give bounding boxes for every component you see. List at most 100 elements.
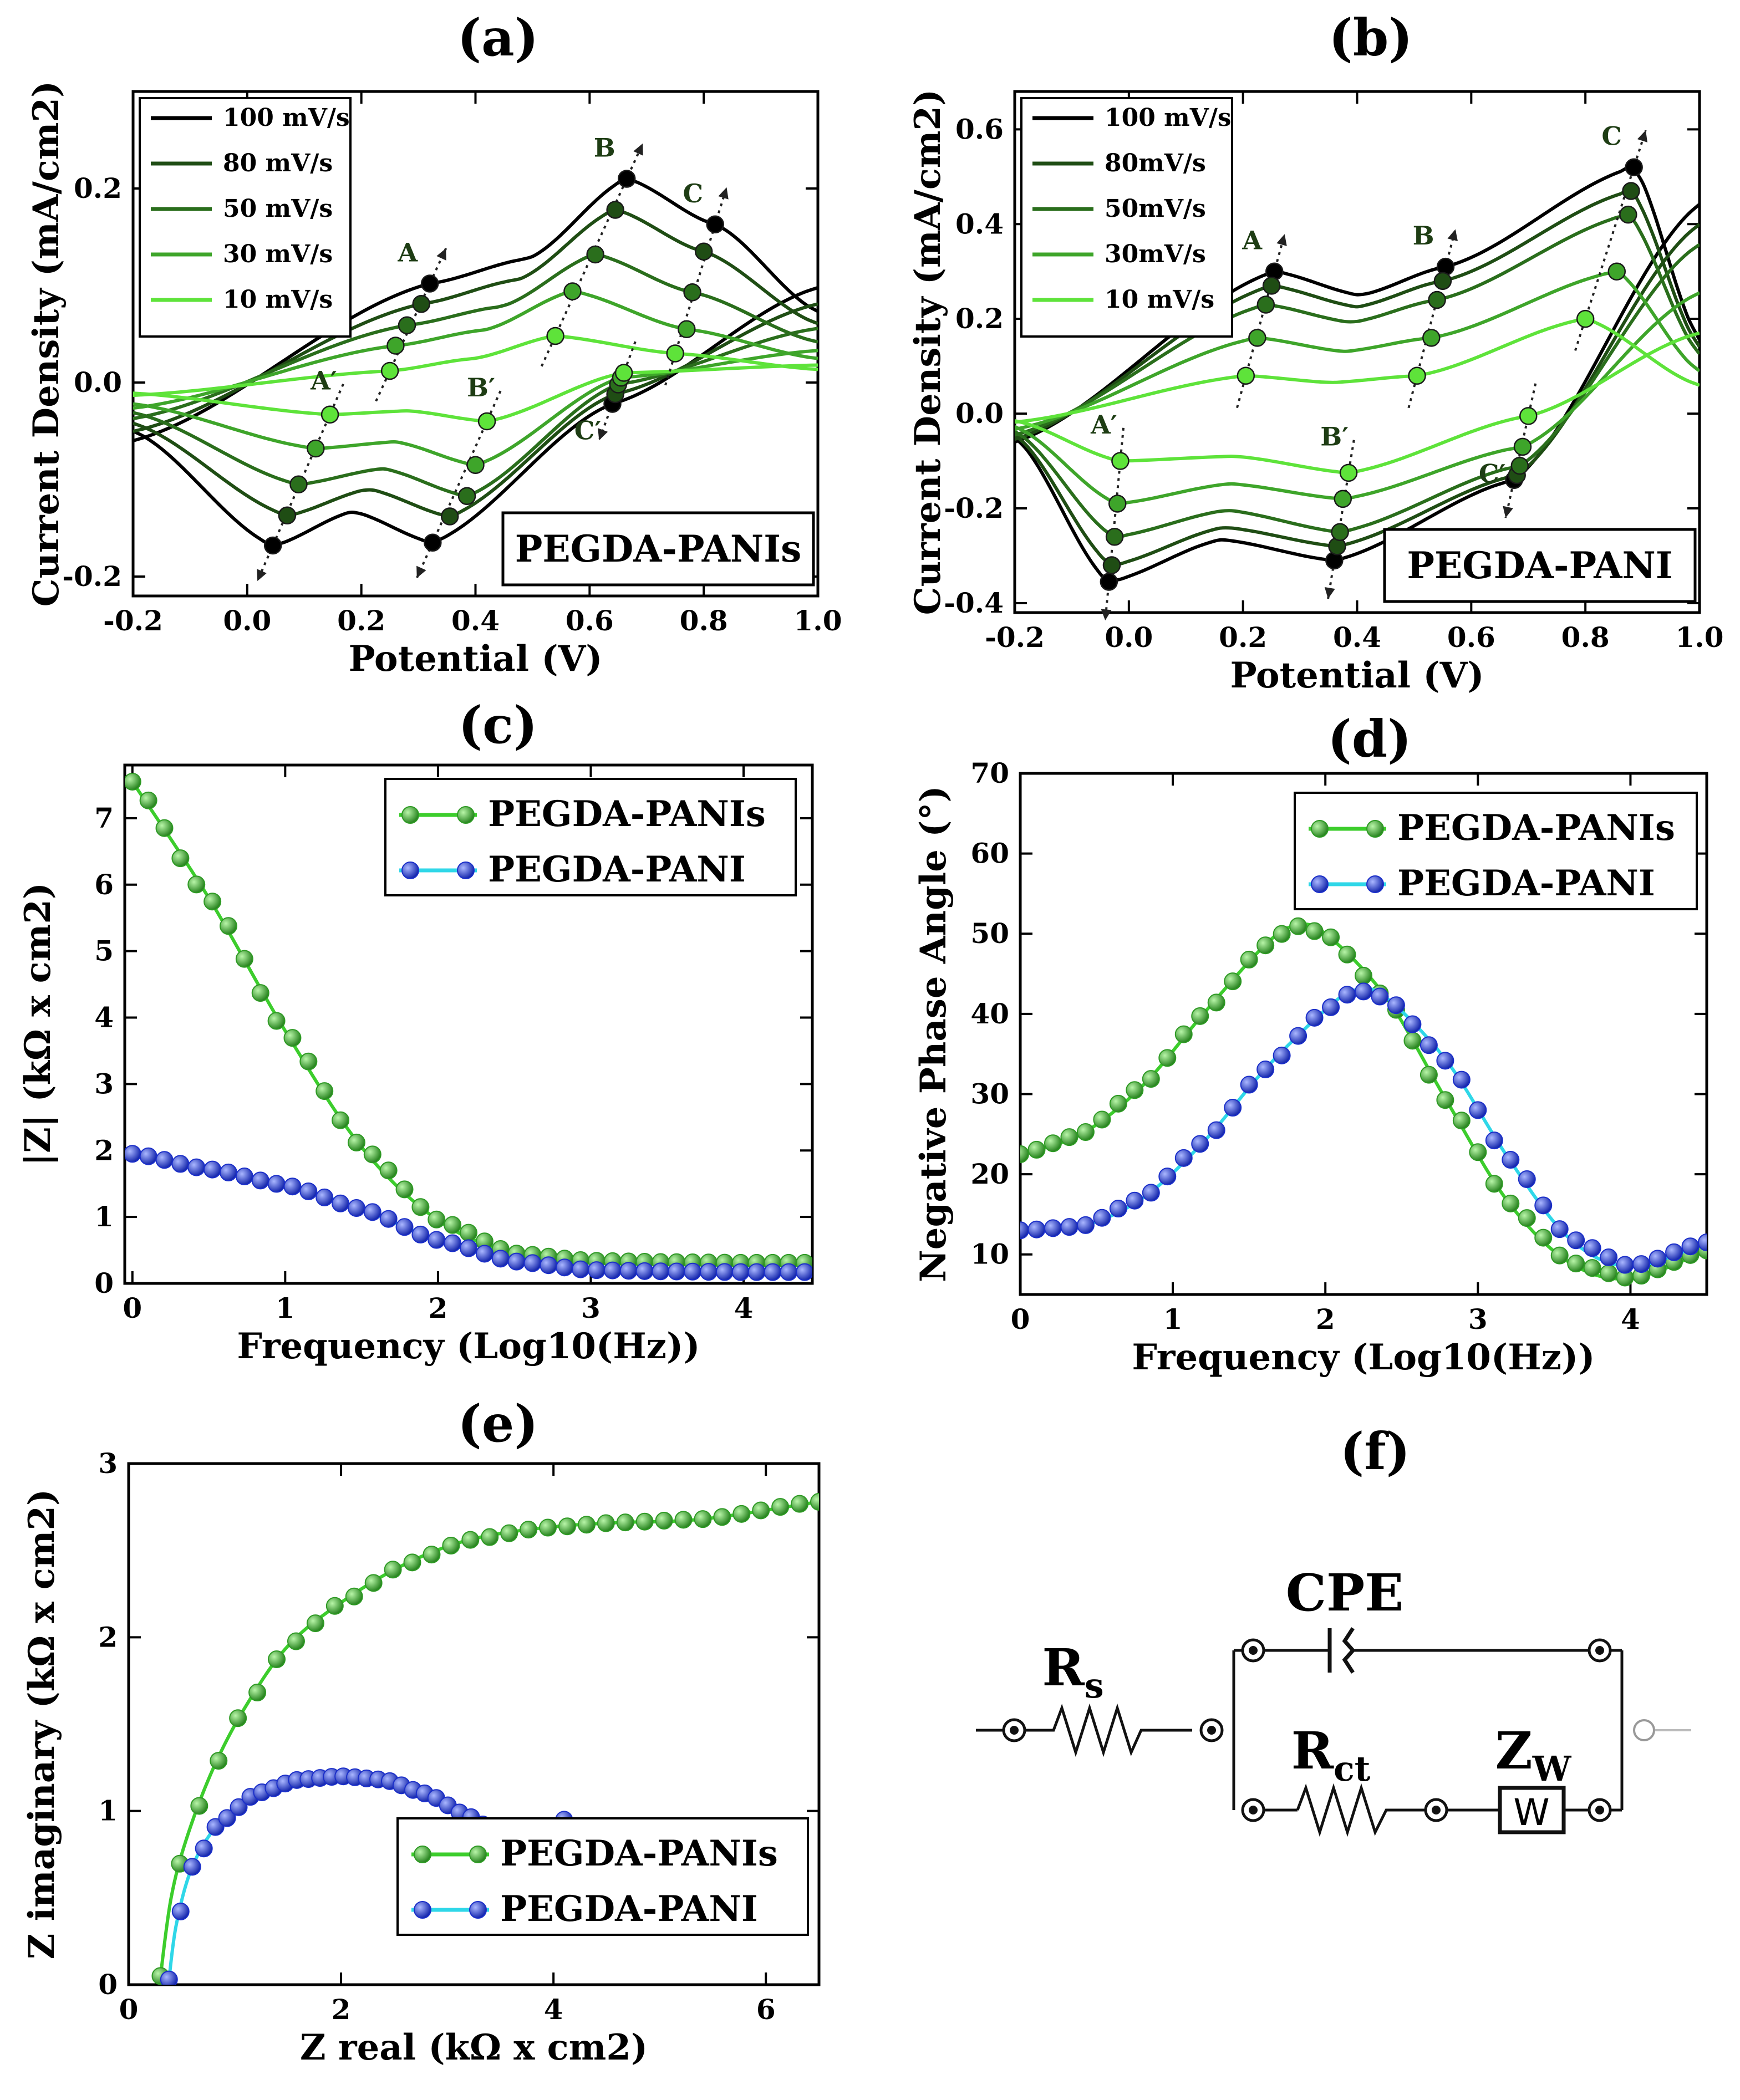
peak-marker xyxy=(1102,556,1121,574)
peak-marker xyxy=(1334,490,1352,508)
legend-marker xyxy=(469,1846,487,1863)
peak-label: A xyxy=(1242,226,1263,256)
data-marker xyxy=(1191,1007,1209,1025)
x-tick-label: 0.6 xyxy=(566,604,614,637)
peak-label: C xyxy=(1601,121,1622,151)
data-marker xyxy=(1436,1091,1454,1109)
data-marker xyxy=(1632,1255,1651,1273)
title-box xyxy=(501,511,815,587)
data-marker xyxy=(780,1263,798,1281)
data-marker xyxy=(481,1528,499,1546)
peak-marker xyxy=(1519,407,1538,425)
data-marker xyxy=(1436,1052,1454,1070)
peak-marker xyxy=(694,242,713,261)
legend: PEGDA-PANIs PEGDA-PANI xyxy=(396,1817,809,1936)
peak-marker xyxy=(466,456,485,474)
cv-anodic-30mVs xyxy=(1015,271,1700,431)
data-marker xyxy=(160,1970,178,1985)
equivalent-circuit: (f) xyxy=(976,1421,1691,1837)
arrow-head xyxy=(598,428,608,441)
data-marker xyxy=(267,1175,286,1193)
data-marker xyxy=(442,1536,460,1554)
data-marker xyxy=(1600,1264,1618,1282)
x-tick-label: 0.4 xyxy=(1333,621,1381,654)
data-marker xyxy=(268,1650,286,1669)
y-tick-label: 60 xyxy=(970,837,1009,870)
data-marker xyxy=(1550,1246,1569,1265)
panel-label-c: (c) xyxy=(458,695,537,755)
data-marker xyxy=(306,1614,324,1633)
legend-entry: 30 mV/s xyxy=(223,240,333,268)
peak-marker xyxy=(412,295,430,313)
x-tick-label: 1.0 xyxy=(794,604,842,637)
data-marker xyxy=(229,1709,247,1727)
data-marker xyxy=(520,1521,538,1539)
peak-marker xyxy=(398,316,416,334)
peak-trend-arrow xyxy=(1504,383,1537,518)
warburg-box-label: W xyxy=(1513,1791,1549,1834)
peak-marker xyxy=(457,487,476,505)
data-marker xyxy=(1616,1256,1634,1274)
data-marker xyxy=(379,1161,398,1180)
peak-marker xyxy=(278,506,297,524)
legend-entry: 30mV/s xyxy=(1105,240,1206,268)
x-tick-label: 0 xyxy=(123,1292,142,1324)
data-marker xyxy=(219,917,237,935)
x-tick-label: 2 xyxy=(428,1292,447,1324)
data-marker xyxy=(1403,1015,1422,1033)
data-marker xyxy=(1158,1168,1177,1186)
peak-marker xyxy=(1433,272,1452,290)
x-tick-label: 3 xyxy=(581,1292,601,1324)
legend-entry: 50 mV/s xyxy=(223,195,333,223)
x-axis-label: Frequency (Log10(Hz)) xyxy=(237,1326,700,1367)
data-marker xyxy=(155,1151,174,1169)
y-tick-label: 50 xyxy=(970,917,1009,950)
data-marker xyxy=(655,1511,673,1530)
x-tick-label: 0 xyxy=(119,1993,139,2026)
x-tick-label: -0.2 xyxy=(985,621,1045,654)
peak-marker xyxy=(1513,437,1532,456)
y-tick-label: 0 xyxy=(94,1267,114,1299)
legend-marker xyxy=(1366,875,1384,893)
x-tick-label: 4 xyxy=(1621,1303,1640,1336)
cv-anodic-100mVs xyxy=(1015,166,1700,444)
data-marker xyxy=(732,1505,751,1523)
x-tick-label: 0.2 xyxy=(337,604,385,637)
peak-label: A′ xyxy=(310,366,337,396)
peak-marker xyxy=(307,439,325,458)
y-tick-label: 0.6 xyxy=(955,113,1004,145)
panel-label-f: (f) xyxy=(1340,1421,1411,1481)
data-marker xyxy=(171,1902,190,1920)
data-marker xyxy=(364,1574,383,1592)
data-marker xyxy=(475,1245,493,1263)
panel-d: 0 1 2 3 4 10 20 30 40 50 60 70 (d) Frequency (Log10(H… xyxy=(913,709,1708,1378)
panel-label-a: (a) xyxy=(457,8,539,68)
legend-entry: PEGDA-PANI xyxy=(1397,863,1655,904)
data-marker xyxy=(652,1262,670,1281)
y-tick-label: -0.4 xyxy=(944,587,1004,619)
data-marker xyxy=(187,1158,206,1176)
data-marker xyxy=(1583,1259,1601,1277)
data-marker xyxy=(1452,1071,1471,1089)
x-tick-label: 4 xyxy=(544,1993,563,2026)
peak-marker xyxy=(1428,290,1446,309)
data-marker xyxy=(1076,1123,1095,1141)
cv-cathodic-100mVs xyxy=(133,286,818,547)
x-tick-label: 2 xyxy=(1316,1303,1335,1336)
y-axis-label: Negative Phase Angle (°) xyxy=(913,786,954,1282)
data-marker xyxy=(332,1194,350,1212)
peak-trend-arrow xyxy=(415,390,502,579)
peak-trend-arrow xyxy=(1327,440,1355,599)
y-tick-label: 20 xyxy=(970,1158,1009,1190)
peak-marker xyxy=(1108,495,1127,513)
peak-marker xyxy=(1105,528,1124,546)
data-marker xyxy=(1256,936,1275,955)
data-marker xyxy=(1502,1194,1520,1212)
peak-marker xyxy=(380,361,399,380)
cv-cathodic-50mVs xyxy=(133,327,818,497)
data-marker xyxy=(540,1256,558,1275)
peak-marker xyxy=(706,215,724,233)
cv-cathodic-100mVs xyxy=(1015,203,1700,583)
peak-marker xyxy=(320,405,339,424)
